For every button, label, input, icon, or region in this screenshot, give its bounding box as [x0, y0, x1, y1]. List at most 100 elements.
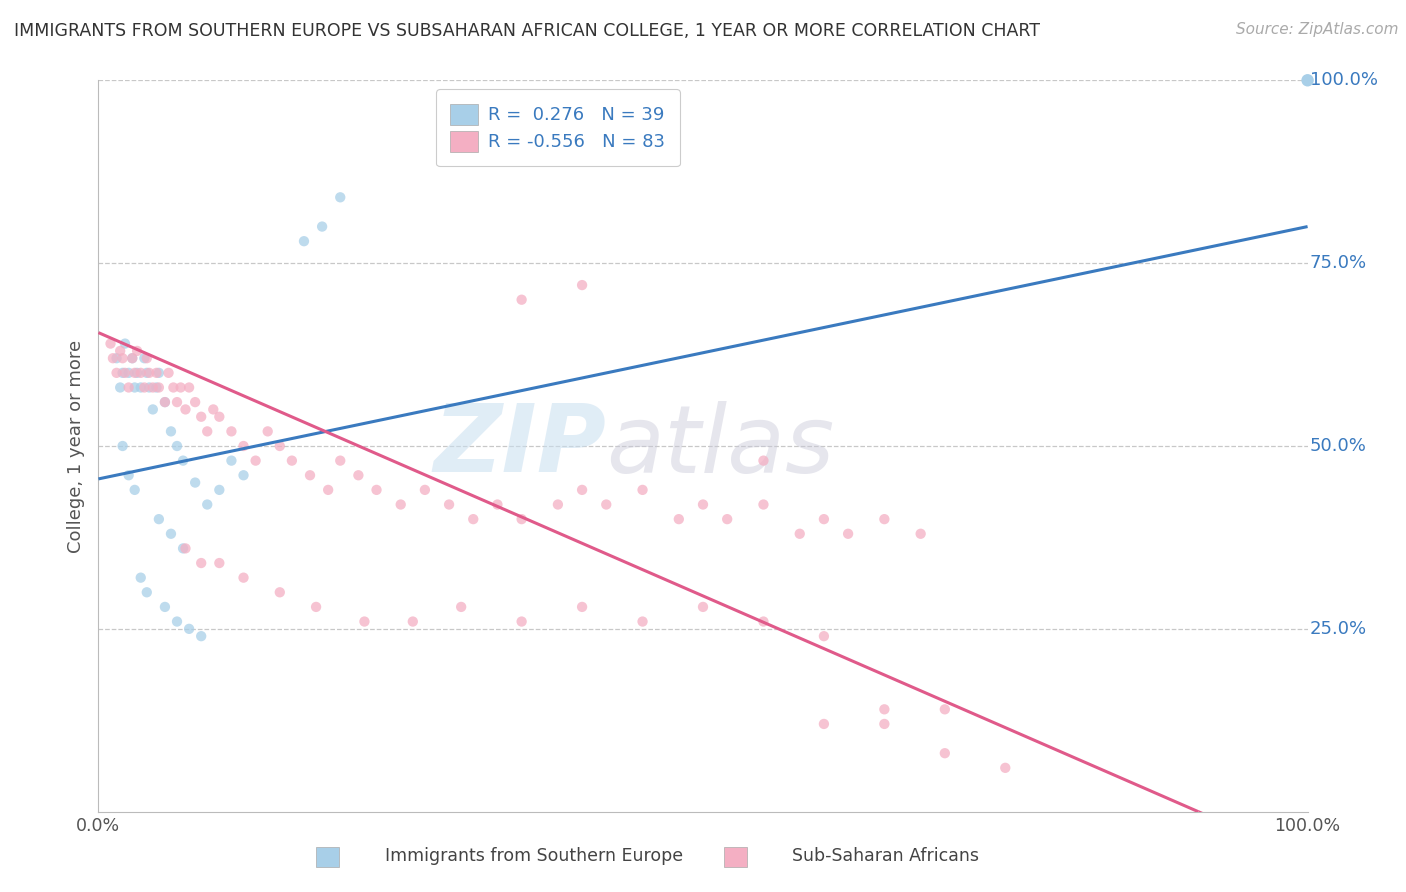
- Point: [934, 702, 956, 716]
- Point: [305, 599, 328, 614]
- Point: [837, 526, 859, 541]
- Point: [463, 512, 485, 526]
- Point: [292, 234, 315, 248]
- Point: [179, 622, 201, 636]
- Point: [668, 512, 690, 526]
- Point: [190, 556, 212, 570]
- Point: [148, 366, 170, 380]
- Point: [413, 483, 436, 497]
- Point: [138, 366, 160, 380]
- Point: [873, 702, 896, 716]
- Point: [232, 571, 254, 585]
- Point: [153, 395, 176, 409]
- Point: [179, 380, 201, 394]
- Point: [195, 498, 218, 512]
- Point: [256, 425, 278, 439]
- Text: atlas: atlas: [606, 401, 835, 491]
- Text: Immigrants from Southern Europe: Immigrants from Southern Europe: [385, 847, 683, 865]
- Point: [934, 746, 956, 760]
- Point: [450, 599, 472, 614]
- Point: [160, 425, 183, 439]
- Text: 25.0%: 25.0%: [1310, 620, 1367, 638]
- Point: [692, 599, 714, 614]
- Point: [118, 468, 141, 483]
- Point: [510, 512, 533, 526]
- Point: [162, 380, 184, 394]
- Point: [153, 395, 176, 409]
- Point: [329, 190, 352, 204]
- Point: [114, 366, 136, 380]
- Point: [138, 380, 160, 394]
- Point: [994, 761, 1017, 775]
- Point: [510, 293, 533, 307]
- Point: [190, 629, 212, 643]
- Point: [190, 409, 212, 424]
- Point: [124, 380, 146, 394]
- Point: [311, 219, 333, 234]
- Point: [108, 343, 131, 358]
- Point: [269, 585, 291, 599]
- Point: [269, 439, 291, 453]
- Point: [134, 351, 156, 366]
- Point: [437, 498, 460, 512]
- Point: [202, 402, 225, 417]
- Point: [169, 380, 191, 394]
- Point: [631, 615, 654, 629]
- Point: [752, 615, 775, 629]
- Y-axis label: College, 1 year or more: College, 1 year or more: [66, 340, 84, 552]
- Text: ZIP: ZIP: [433, 400, 606, 492]
- Point: [571, 599, 593, 614]
- Point: [692, 498, 714, 512]
- Point: [174, 402, 197, 417]
- Point: [100, 336, 122, 351]
- Point: [208, 483, 231, 497]
- Point: [813, 512, 835, 526]
- Point: [910, 526, 932, 541]
- Point: [716, 512, 738, 526]
- Point: [245, 453, 267, 467]
- Point: [195, 425, 218, 439]
- Point: [172, 453, 194, 467]
- Point: [111, 439, 134, 453]
- Point: [281, 453, 304, 467]
- Point: [124, 366, 146, 380]
- Point: [142, 380, 165, 394]
- Point: [510, 615, 533, 629]
- Point: [329, 453, 352, 467]
- Point: [134, 380, 156, 394]
- Point: [148, 512, 170, 526]
- Point: [353, 615, 375, 629]
- Point: [208, 556, 231, 570]
- Text: 100.0%: 100.0%: [1310, 71, 1378, 89]
- Point: [121, 351, 143, 366]
- Point: [184, 395, 207, 409]
- Point: [111, 351, 134, 366]
- Point: [127, 343, 149, 358]
- Text: Source: ZipAtlas.com: Source: ZipAtlas.com: [1236, 22, 1399, 37]
- Point: [402, 615, 425, 629]
- Point: [145, 380, 167, 394]
- Point: [145, 366, 167, 380]
- Point: [127, 366, 149, 380]
- Point: [148, 380, 170, 394]
- Point: [135, 351, 157, 366]
- Point: [631, 483, 654, 497]
- Point: [232, 439, 254, 453]
- Text: 75.0%: 75.0%: [1310, 254, 1367, 272]
- Point: [347, 468, 370, 483]
- Point: [135, 585, 157, 599]
- Point: [101, 351, 124, 366]
- Point: [135, 366, 157, 380]
- Point: [153, 599, 176, 614]
- Point: [118, 380, 141, 394]
- Point: [166, 439, 188, 453]
- Point: [221, 425, 243, 439]
- Point: [221, 453, 243, 467]
- Point: [1296, 73, 1319, 87]
- Point: [105, 366, 128, 380]
- Point: [813, 629, 835, 643]
- Legend: R =  0.276   N = 39, R = -0.556   N = 83: R = 0.276 N = 39, R = -0.556 N = 83: [436, 89, 681, 166]
- Point: [172, 541, 194, 556]
- Point: [157, 366, 180, 380]
- Point: [366, 483, 388, 497]
